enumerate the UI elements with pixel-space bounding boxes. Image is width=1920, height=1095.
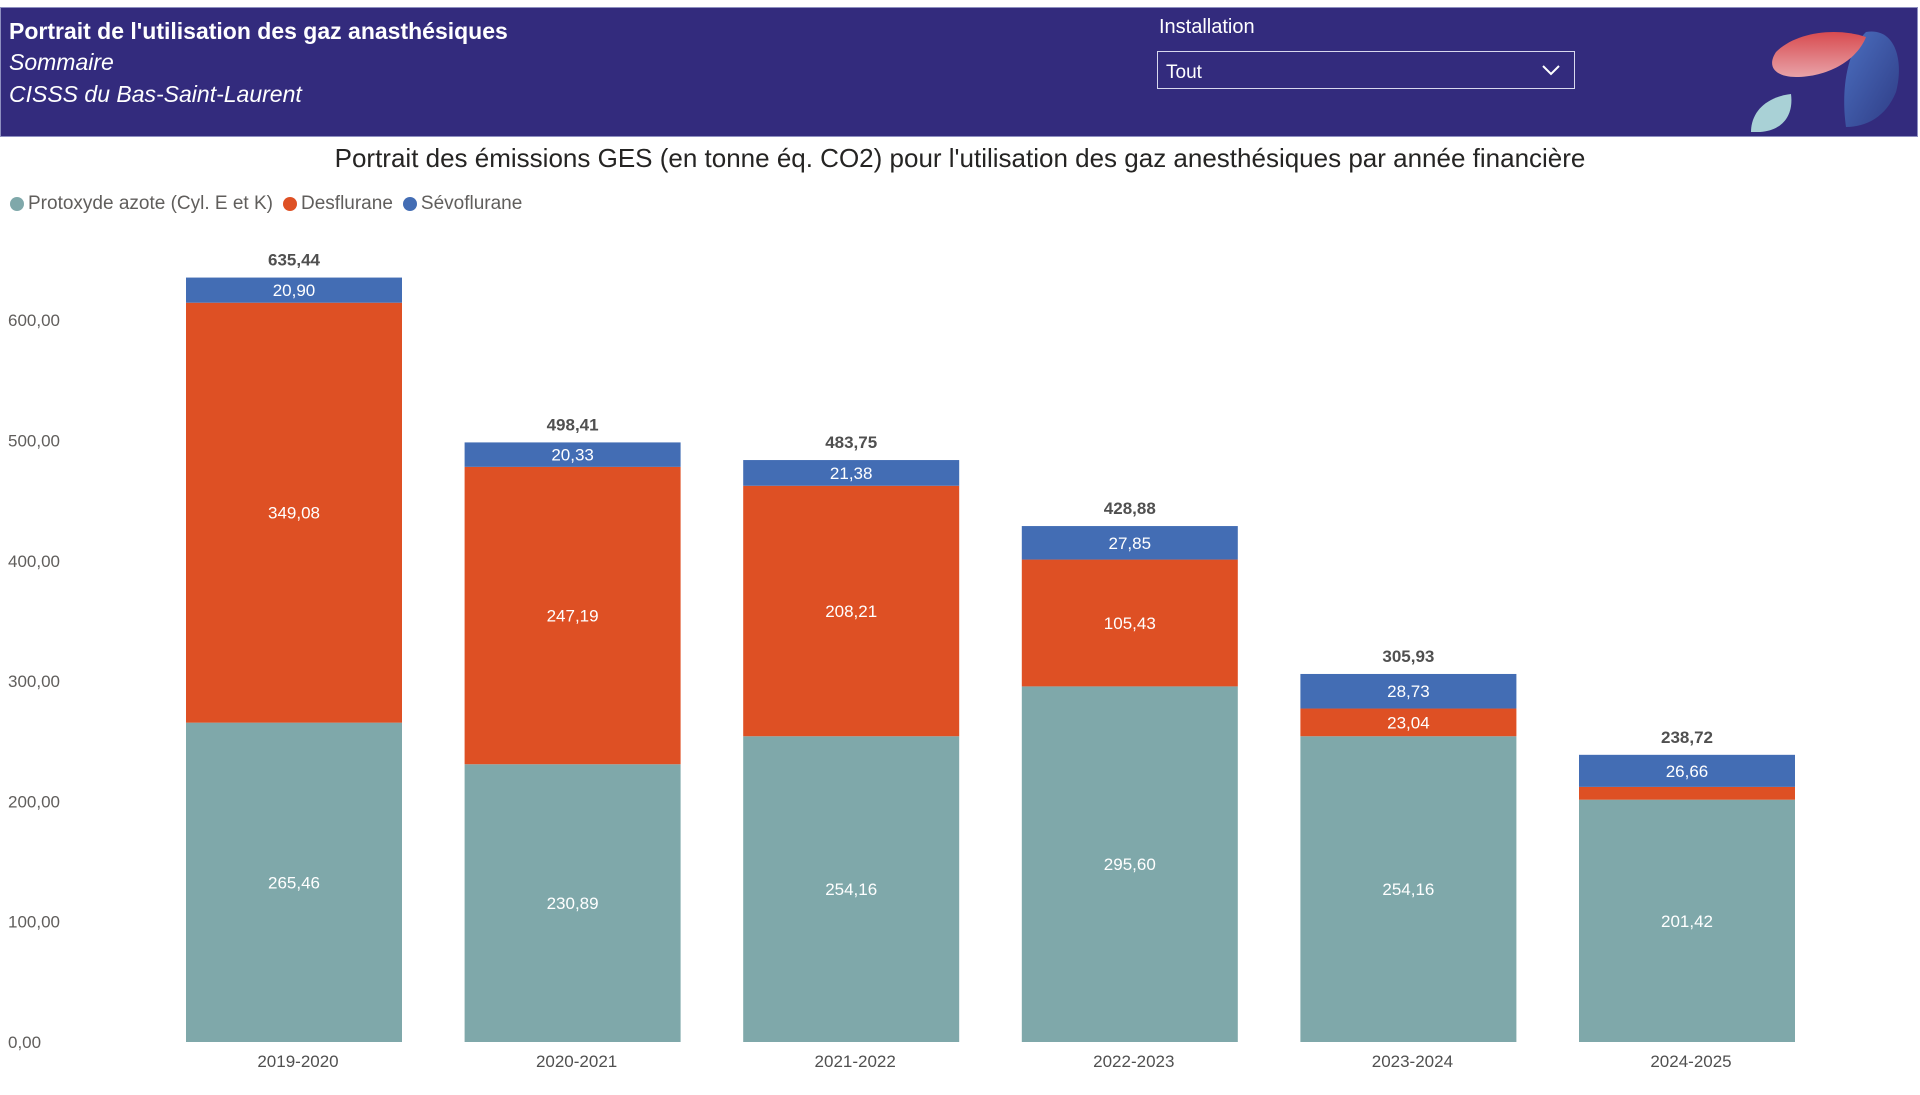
legend-item-desflurane[interactable]: Desflurane [283, 193, 393, 215]
segment-data-label: 27,85 [1109, 534, 1152, 553]
bar-segment[interactable] [464, 764, 681, 1042]
segment-data-label: 21,38 [830, 464, 873, 483]
bar-segment[interactable] [1579, 754, 1795, 787]
segment-data-label: 105,43 [1104, 614, 1156, 633]
bar-segment[interactable] [1579, 799, 1795, 1042]
segment-data-label: 295,60 [1104, 855, 1156, 874]
report-subtitle: Sommaire [9, 49, 114, 75]
segment-data-label: 254,16 [1382, 880, 1434, 899]
segment-data-label: 254,16 [825, 880, 877, 899]
y-tick-label: 600,00 [8, 311, 60, 330]
y-tick-label: 300,00 [8, 672, 60, 691]
legend-dot [10, 197, 24, 211]
segment-data-label: 23,04 [1387, 713, 1430, 732]
legend-label: Desflurane [301, 193, 393, 214]
bar-segment[interactable] [464, 442, 681, 467]
bar-segment[interactable] [464, 466, 681, 765]
total-data-label: 305,93 [1382, 647, 1434, 666]
leaf-petals-logo [1751, 31, 1899, 132]
legend-label: Sévoflurane [420, 193, 523, 214]
bar-segment[interactable] [1021, 559, 1238, 687]
organization-name: CISSS du Bas-Saint-Laurent [9, 81, 302, 107]
segment-data-label: 265,46 [268, 873, 320, 892]
report-header: Portrait de l'utilisation des gaz anasth… [0, 7, 1918, 137]
bar-segment[interactable] [743, 460, 960, 486]
bar-segment[interactable] [1579, 786, 1795, 800]
x-tick-label: 2021-2022 [815, 1052, 896, 1071]
bar-segment[interactable] [1300, 708, 1517, 737]
legend-label: Protoxyde azote (Cyl. E et K) [28, 193, 273, 214]
total-data-label: 483,75 [825, 433, 877, 452]
bar-segment[interactable] [186, 302, 402, 723]
report-title: Portrait de l'utilisation des gaz anasth… [9, 18, 508, 44]
bar-segment[interactable] [186, 277, 402, 303]
x-tick-label: 2024-2025 [1650, 1052, 1731, 1071]
bar-segment[interactable] [743, 485, 960, 737]
y-tick-label: 400,00 [8, 552, 60, 571]
y-tick-label: 0,00 [8, 1033, 41, 1052]
chart-title: Portrait des émissions GES (en tonne éq.… [334, 143, 1586, 173]
x-tick-label: 2019-2020 [257, 1052, 338, 1071]
installation-dropdown[interactable]: Tout [1157, 51, 1575, 89]
y-tick-label: 500,00 [8, 432, 60, 451]
bar-segment[interactable] [1300, 673, 1517, 709]
x-tick-label: 2023-2024 [1372, 1052, 1453, 1071]
installation-filter-label: Installation [1159, 16, 1255, 38]
segment-data-label: 20,90 [273, 281, 316, 300]
y-tick-label: 200,00 [8, 792, 60, 811]
total-data-label: 428,88 [1104, 499, 1156, 518]
bar-segment[interactable] [743, 736, 960, 1042]
legend-item-protoxyde[interactable]: Protoxyde azote (Cyl. E et K) [10, 193, 273, 215]
segment-data-label: 26,66 [1666, 762, 1709, 781]
total-data-label: 635,44 [268, 251, 321, 270]
segment-data-label: 208,21 [825, 602, 877, 621]
chart-legend: Protoxyde azote (Cyl. E et K) Desflurane… [10, 193, 522, 215]
segment-data-label: 349,08 [268, 504, 320, 523]
x-tick-label: 2022-2023 [1093, 1052, 1174, 1071]
segment-data-label: 230,89 [547, 894, 599, 913]
segment-data-label: 247,19 [547, 607, 599, 626]
total-data-label: 238,72 [1661, 728, 1713, 747]
legend-dot [283, 197, 297, 211]
segment-data-label: 28,73 [1387, 682, 1430, 701]
chevron-down-icon [1542, 65, 1560, 76]
bar-segment[interactable] [1021, 526, 1238, 560]
bar-segment[interactable] [1021, 686, 1238, 1042]
legend-item-sevoflurane[interactable]: Sévoflurane [402, 193, 523, 215]
bar-segment[interactable] [186, 722, 402, 1042]
segment-data-label: 201,42 [1661, 912, 1713, 931]
y-tick-label: 100,00 [8, 913, 60, 932]
legend-dot [402, 197, 417, 211]
bar-segment[interactable] [1300, 736, 1517, 1042]
x-tick-label: 2020-2021 [536, 1052, 617, 1071]
total-data-label: 498,41 [547, 415, 599, 434]
installation-selected-value: Tout [1166, 62, 1202, 83]
segment-data-label: 20,33 [551, 446, 594, 465]
